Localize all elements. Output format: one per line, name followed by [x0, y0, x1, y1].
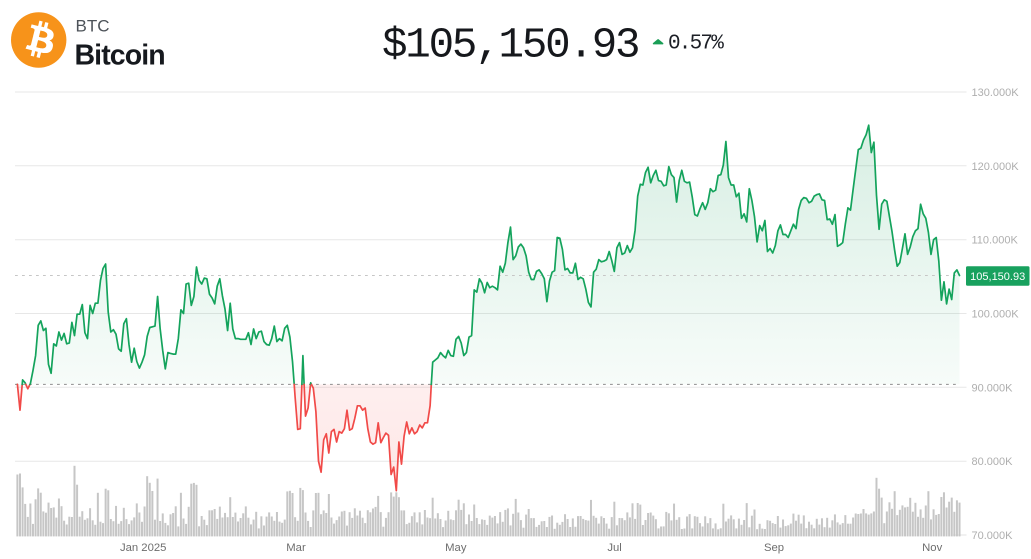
- svg-text:BTC: BTC: [76, 17, 110, 36]
- svg-text:105,150.93: 105,150.93: [970, 271, 1025, 283]
- svg-text:80.000K: 80.000K: [972, 456, 1014, 468]
- svg-text:Nov: Nov: [922, 542, 942, 554]
- svg-text:70.000K: 70.000K: [972, 530, 1014, 542]
- svg-text:130.000K: 130.000K: [972, 87, 1020, 99]
- svg-text:120.000K: 120.000K: [972, 161, 1020, 173]
- svg-text:$105,150.93: $105,150.93: [382, 22, 638, 70]
- svg-text:110.000K: 110.000K: [972, 235, 1019, 247]
- svg-text:0.57%: 0.57%: [668, 33, 724, 56]
- svg-text:Jan 2025: Jan 2025: [120, 542, 166, 554]
- svg-text:Sep: Sep: [764, 542, 784, 554]
- svg-text:Mar: Mar: [286, 542, 306, 554]
- svg-text:90.000K: 90.000K: [972, 382, 1014, 394]
- svg-text:100.000K: 100.000K: [972, 309, 1020, 321]
- svg-text:Jul: Jul: [607, 542, 621, 554]
- svg-text:Bitcoin: Bitcoin: [75, 40, 165, 72]
- svg-text:May: May: [445, 542, 467, 554]
